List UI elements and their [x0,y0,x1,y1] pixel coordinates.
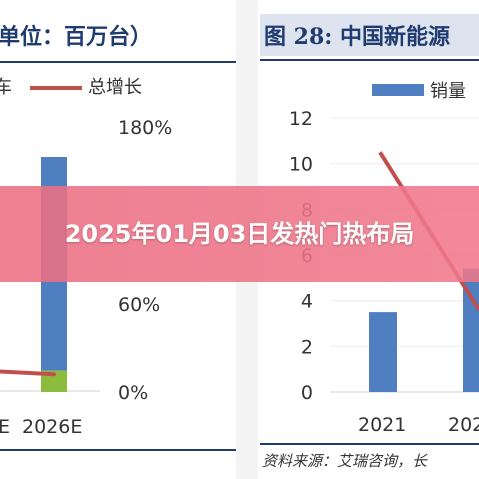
headline-banner: 2025年01月03日发热门热布局 [0,186,479,282]
left-growth-point [52,372,56,377]
left-legend-line-label: 总增长 [88,77,142,98]
right-y-tick: 2 [301,336,313,358]
right-plot-area [330,151,479,393]
right-legend-label: 销量 [430,81,466,102]
right-x-tick-1: 202 [448,414,479,436]
right-legend-swatch [372,84,424,96]
left-growth-line [0,369,55,377]
right-y-tick: 10 [289,154,313,176]
right-bar-2021 [369,312,397,392]
right-y-tick: 0 [301,382,313,404]
left-x-tick-0: E [0,416,10,438]
right-y-tick: 4 [301,291,313,313]
left-y2-tick-60: 60% [118,294,160,316]
left-legend-bar-label: 车 [0,77,12,98]
left-y2-tick-180: 180% [118,117,172,139]
right-chart-title: 图 28: 中国新能源 [264,24,450,50]
right-title-bg [260,14,479,56]
right-source-note: 资料来源：艾瑞咨询，长 [262,452,428,470]
right-chart-svg: 图 28: 中国新能源 销量 024681012 2021 202 资料来源：艾… [260,14,479,470]
right-bar-202 [463,268,479,392]
left-x-tick-1: 2026E [22,416,82,438]
left-y2-tick-0: 0% [118,382,148,404]
banner-title: 2025年01月03日发热门热布局 [64,220,415,248]
left-title-bg [0,0,236,60]
right-x-tick-0: 2021 [358,414,406,436]
left-chart-title: 单位：百万台） [0,24,152,50]
left-bar-2026e-segment [41,370,67,392]
right-y-tick: 12 [289,108,313,130]
